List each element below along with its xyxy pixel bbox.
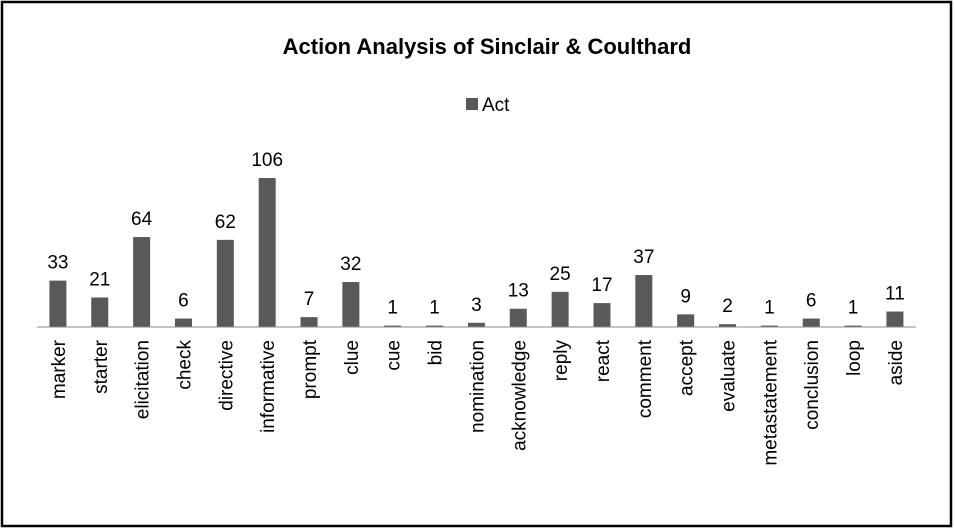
bar xyxy=(342,282,360,327)
data-label: 32 xyxy=(340,254,361,275)
data-label: 9 xyxy=(680,286,691,307)
data-label: 33 xyxy=(47,253,68,274)
x-tick-label: acknowledge xyxy=(509,340,530,451)
bar xyxy=(886,311,904,327)
bar xyxy=(677,314,695,327)
legend-swatch xyxy=(466,98,478,110)
bar xyxy=(593,303,611,327)
bar xyxy=(467,322,485,327)
x-tick-label: evaluate xyxy=(719,340,740,412)
x-tick-label: accept xyxy=(677,339,698,396)
x-tick-label: nomination xyxy=(467,340,488,433)
x-tick-label: bid xyxy=(426,340,447,365)
bar xyxy=(719,324,737,327)
data-label: 1 xyxy=(848,298,859,319)
data-label: 62 xyxy=(215,212,236,233)
data-label: 1 xyxy=(387,298,398,319)
data-label: 6 xyxy=(178,291,189,312)
x-tick-label: directive xyxy=(216,340,237,411)
x-tick-label: marker xyxy=(49,339,70,399)
x-tick-label: clue xyxy=(342,340,363,375)
bar xyxy=(426,325,444,327)
x-tick-label: prompt xyxy=(300,339,321,399)
x-tick-label: elicitation xyxy=(133,340,154,419)
data-label: 13 xyxy=(508,281,529,302)
data-label: 37 xyxy=(633,247,654,268)
data-label: 64 xyxy=(131,209,153,230)
x-tick-label: aside xyxy=(886,340,907,385)
bar xyxy=(635,274,653,327)
data-label: 25 xyxy=(550,264,571,285)
x-tick-label: comment xyxy=(635,339,656,418)
data-label: 1 xyxy=(764,298,775,319)
x-tick-label: react xyxy=(593,339,614,382)
x-tick-label: loop xyxy=(844,340,865,376)
bar xyxy=(258,178,276,327)
data-label: 1 xyxy=(429,298,440,319)
bar xyxy=(216,239,234,327)
data-label: 3 xyxy=(471,295,482,316)
chart-title: Action Analysis of Sinclair & Coulthard xyxy=(283,34,692,59)
bar xyxy=(802,318,820,327)
data-label: 106 xyxy=(251,150,283,171)
bar xyxy=(844,325,862,327)
bar xyxy=(91,297,109,327)
legend-label: Act xyxy=(482,95,510,116)
data-label: 6 xyxy=(806,291,817,312)
bar xyxy=(551,291,569,327)
bar xyxy=(300,317,318,327)
x-tick-label: conclusion xyxy=(802,340,823,430)
data-label: 2 xyxy=(722,296,733,317)
data-label: 21 xyxy=(89,269,110,290)
data-label: 17 xyxy=(591,275,612,296)
x-tick-label: check xyxy=(174,340,195,390)
bar xyxy=(174,318,192,327)
bar xyxy=(384,325,402,327)
x-tick-label: informative xyxy=(258,340,279,433)
bar xyxy=(509,308,527,327)
bar xyxy=(49,280,67,327)
data-label: 7 xyxy=(304,289,315,310)
data-label: 11 xyxy=(885,284,905,305)
bar xyxy=(133,237,151,327)
x-tick-label: starter xyxy=(91,339,112,394)
x-tick-label: metastatement xyxy=(760,339,781,465)
x-tick-label: cue xyxy=(384,340,405,371)
bar xyxy=(760,325,778,327)
x-tick-label: reply xyxy=(551,340,572,382)
